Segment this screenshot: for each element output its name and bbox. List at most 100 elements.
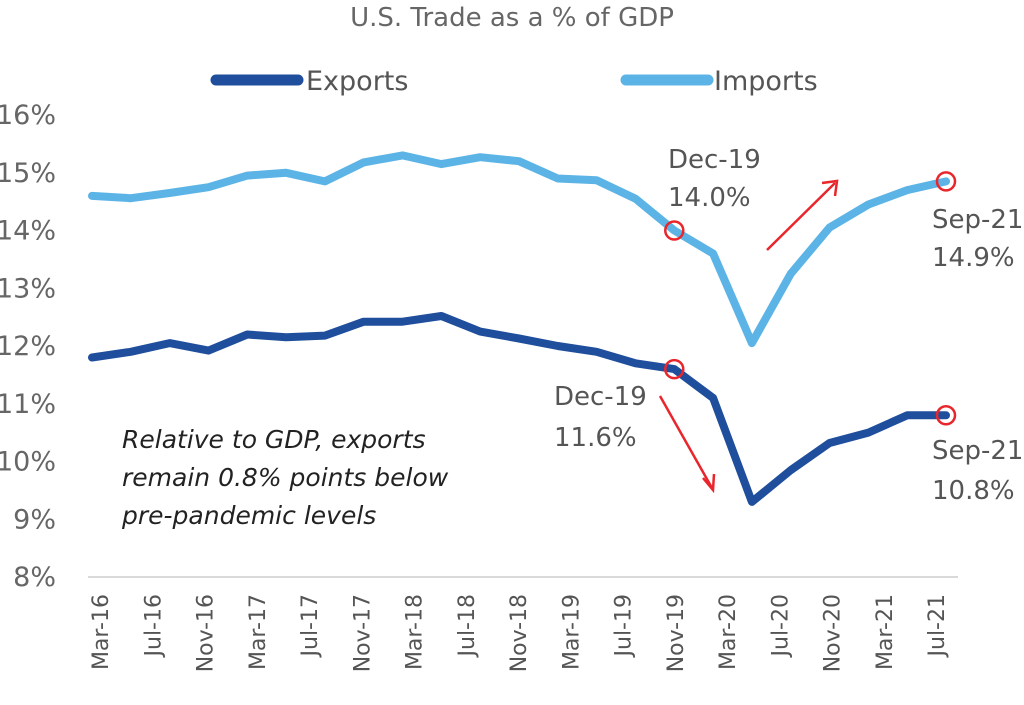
series-exports <box>88 312 950 506</box>
x-tick-label: Nov-20 <box>821 594 846 672</box>
data-point-exports <box>787 466 795 474</box>
data-point-exports <box>748 498 756 506</box>
data-point-exports <box>593 348 601 356</box>
data-point-exports <box>282 333 290 341</box>
data-point-imports <box>593 176 601 184</box>
annotation-text: Sep-21 <box>932 436 1023 466</box>
data-point-imports <box>554 175 562 183</box>
annotation-text: 11.6% <box>554 423 637 453</box>
data-point-exports <box>709 394 717 402</box>
data-point-imports <box>709 250 717 258</box>
x-tick-label: Mar-21 <box>873 594 898 670</box>
data-point-imports <box>942 177 950 185</box>
x-tick-label: Jul-18 <box>455 594 480 658</box>
annotation-imports-sep21: Sep-21 14.9% <box>932 205 1023 273</box>
data-point-imports <box>903 186 911 194</box>
trend-arrows <box>658 179 839 494</box>
down-arrow <box>658 395 714 489</box>
annotation-text: Dec-19 <box>554 382 647 412</box>
annotation-exports-sep21: Sep-21 10.8% <box>932 436 1023 506</box>
data-point-exports <box>670 365 678 373</box>
down-arrow-head <box>702 473 716 494</box>
data-point-imports <box>127 194 135 202</box>
data-point-exports <box>360 318 368 326</box>
x-axis: Mar-16 Jul-16 Nov-16 Mar-17 Jul-17 Nov-17 Mar-… <box>89 594 950 672</box>
data-point-imports <box>631 195 639 203</box>
data-point-exports <box>321 332 329 340</box>
data-point-exports <box>399 318 407 326</box>
y-axis: 8% 9% 10% 11% 12% 13% 14% 15% 16% <box>0 100 56 593</box>
data-point-imports <box>282 169 290 177</box>
x-tick-label: Mar-18 <box>403 594 428 670</box>
annotation-text: 10.8% <box>932 476 1015 506</box>
highlight-marker <box>935 405 957 426</box>
data-point-imports <box>88 192 96 200</box>
annotation-imports-dec19: Dec-19 14.0% <box>668 145 761 213</box>
data-point-exports <box>554 342 562 350</box>
legend-label-exports: Exports <box>306 66 408 97</box>
y-tick-label: 10% <box>0 447 56 478</box>
y-tick-label: 8% <box>13 562 56 593</box>
data-point-imports <box>826 224 834 232</box>
highlight-marker <box>935 171 957 192</box>
series-line-exports <box>88 312 950 506</box>
highlight-marker <box>664 358 685 380</box>
data-point-exports <box>903 411 911 419</box>
x-tick-label: Nov-16 <box>194 594 219 672</box>
data-point-imports <box>476 153 484 161</box>
data-point-imports <box>437 160 445 168</box>
data-point-imports <box>399 151 407 159</box>
annotation-text: 14.0% <box>668 183 751 213</box>
legend: Exports Imports <box>210 66 818 97</box>
data-point-exports <box>166 339 174 347</box>
x-tick-label: Jul-20 <box>768 594 793 658</box>
data-point-exports <box>243 330 251 338</box>
data-point-imports <box>864 201 872 209</box>
data-point-imports <box>204 183 212 191</box>
y-tick-label: 11% <box>0 389 56 420</box>
data-point-exports <box>204 347 212 355</box>
data-point-exports <box>88 354 96 362</box>
x-tick-label: Nov-18 <box>507 594 532 672</box>
y-tick-label: 12% <box>0 331 56 362</box>
x-tick-label: Mar-20 <box>716 594 741 670</box>
x-tick-label: Mar-19 <box>559 594 584 670</box>
data-point-imports <box>515 157 523 165</box>
data-point-exports <box>942 411 950 419</box>
x-tick-label: Mar-17 <box>246 594 271 670</box>
up-arrow-head <box>821 179 839 197</box>
x-tick-label: Jul-16 <box>141 594 166 658</box>
x-tick-label: Jul-19 <box>612 594 637 658</box>
x-tick-label: Nov-19 <box>664 594 689 672</box>
annotation-text: Sep-21 <box>932 205 1023 235</box>
data-point-exports <box>127 348 135 356</box>
y-tick-label: 14% <box>0 216 56 247</box>
note-line: Relative to GDP, exports <box>122 425 426 454</box>
data-point-exports <box>631 359 639 367</box>
series-imports <box>88 151 950 348</box>
y-tick-label: 13% <box>0 273 56 304</box>
data-point-imports <box>243 172 251 180</box>
data-point-imports <box>321 177 329 185</box>
data-point-imports <box>360 158 368 166</box>
series-layer <box>88 151 957 506</box>
chart-title: U.S. Trade as a % of GDP <box>350 3 674 33</box>
y-tick-label: 15% <box>0 158 56 189</box>
annotation-text: Dec-19 <box>668 145 761 175</box>
y-tick-label: 9% <box>13 504 56 535</box>
note-line: pre-pandemic levels <box>121 501 376 530</box>
data-point-exports <box>515 334 523 342</box>
legend-label-imports: Imports <box>714 66 818 97</box>
annotation-text: 14.9% <box>932 243 1015 273</box>
annotation-exports-dec19: Dec-19 11.6% <box>554 382 647 453</box>
data-point-imports <box>670 227 678 235</box>
data-point-imports <box>166 189 174 197</box>
highlight-marker <box>664 220 685 241</box>
data-point-exports <box>437 312 445 320</box>
data-point-exports <box>826 439 834 447</box>
series-line-imports <box>88 151 950 348</box>
up-arrow <box>766 182 836 251</box>
chart-note: Relative to GDP, exports remain 0.8% poi… <box>121 425 449 530</box>
data-point-exports <box>476 328 484 336</box>
